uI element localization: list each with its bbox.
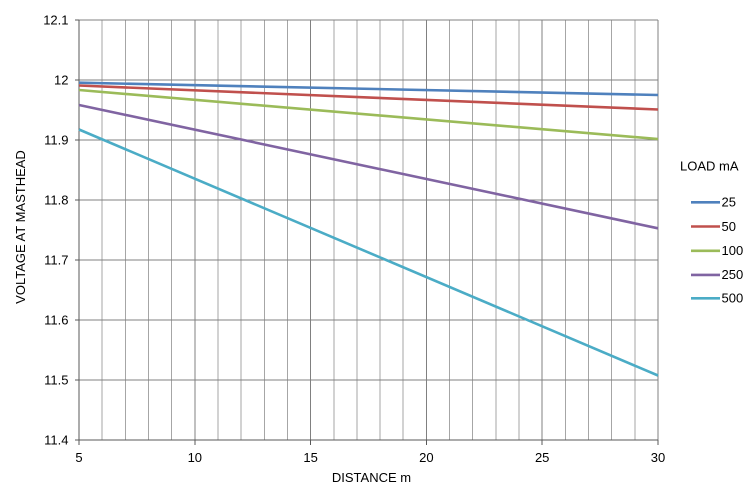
svg-text:VOLTAGE AT MASTHEAD: VOLTAGE AT MASTHEAD bbox=[13, 150, 28, 304]
svg-text:500: 500 bbox=[722, 291, 744, 306]
svg-text:11.6: 11.6 bbox=[44, 313, 68, 328]
svg-text:LOAD mA: LOAD mA bbox=[680, 159, 739, 174]
svg-text:250: 250 bbox=[722, 267, 744, 282]
svg-text:100: 100 bbox=[722, 243, 744, 258]
svg-text:5: 5 bbox=[75, 450, 82, 465]
svg-text:11.8: 11.8 bbox=[44, 193, 68, 208]
svg-text:10: 10 bbox=[188, 450, 202, 465]
svg-text:11.4: 11.4 bbox=[44, 433, 68, 448]
svg-text:15: 15 bbox=[303, 450, 317, 465]
svg-text:20: 20 bbox=[419, 450, 433, 465]
svg-text:11.5: 11.5 bbox=[44, 373, 68, 388]
svg-text:11.9: 11.9 bbox=[44, 133, 68, 148]
svg-text:DISTANCE m: DISTANCE m bbox=[332, 470, 411, 485]
svg-text:11.7: 11.7 bbox=[44, 253, 68, 268]
svg-text:25: 25 bbox=[535, 450, 549, 465]
svg-text:30: 30 bbox=[651, 450, 665, 465]
svg-text:12: 12 bbox=[54, 73, 68, 88]
svg-text:50: 50 bbox=[722, 219, 736, 234]
svg-text:25: 25 bbox=[722, 195, 736, 210]
svg-text:12.1: 12.1 bbox=[43, 13, 68, 28]
